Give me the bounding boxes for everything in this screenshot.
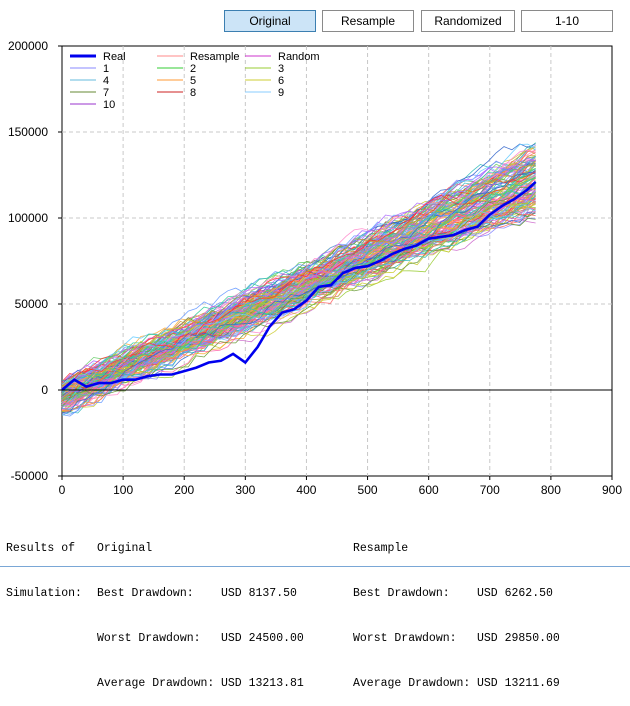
results-heading-line1: Results of (6, 542, 76, 555)
legend-label: 3 (278, 63, 284, 75)
simulation-line (61, 196, 536, 405)
x-tick-label: 100 (113, 483, 133, 497)
resample-best-label: Best Drawdown: (353, 587, 450, 600)
original-best-label: Best Drawdown: (97, 587, 194, 600)
simulation-line (61, 157, 536, 408)
results-heading: Results of Simulation: (6, 511, 82, 616)
results-heading-line2: Simulation: (6, 587, 82, 600)
chart-axes: 0 100 200 300 400 500 600 700 800 900200000150000… (8, 39, 622, 497)
x-tick-label: 800 (541, 483, 561, 497)
simulation-line (61, 180, 536, 391)
x-tick-label: 700 (480, 483, 500, 497)
tab-1-10[interactable]: 1-10 (521, 10, 613, 32)
legend-label: 10 (103, 99, 115, 111)
resample-worst-value: USD 29850.00 (477, 632, 560, 645)
legend-label: Random (278, 51, 320, 63)
legend-label: 7 (103, 87, 109, 99)
tab-original[interactable]: Original (224, 10, 316, 32)
legend-label: 2 (190, 63, 196, 75)
simulation-line (61, 190, 536, 388)
chart-grid (61, 45, 613, 477)
original-results: Original Best Drawdown: USD 8137.50 Worst… (97, 511, 304, 706)
legend-label: 6 (278, 75, 284, 87)
legend-label: 5 (190, 75, 196, 87)
real-series-line (61, 180, 537, 391)
x-tick-label: 600 (419, 483, 439, 497)
y-tick-label: 0 (41, 383, 48, 397)
legend-label: Real (103, 51, 126, 63)
simulation-line (61, 157, 536, 398)
legend-label: 4 (103, 75, 109, 87)
original-avg-value: USD 13213.81 (221, 677, 304, 690)
simulation-line (61, 149, 536, 389)
x-tick-label: 500 (358, 483, 378, 497)
resample-best-value: USD 6262.50 (477, 587, 553, 600)
x-tick-label: 200 (174, 483, 194, 497)
simulation-line (61, 159, 536, 411)
x-tick-label: 0 (59, 483, 66, 497)
simulation-line (61, 160, 536, 388)
y-tick-label: 150000 (8, 125, 48, 139)
chart-legend: Real Resample Random 1 2 3 4 5 6 7 8 9 10 (70, 51, 320, 111)
bottom-border (0, 566, 630, 567)
simulation-line (61, 160, 536, 403)
original-avg-label: Average Drawdown: (97, 677, 215, 690)
simulation-line (61, 171, 536, 414)
original-title: Original (97, 542, 153, 555)
resample-title: Resample (353, 542, 409, 555)
resample-results: Resample Best Drawdown: USD 6262.50 Worst… (353, 511, 560, 706)
simulation-line (61, 167, 536, 385)
y-tick-label: 200000 (8, 39, 48, 53)
x-tick-label: 400 (296, 483, 316, 497)
simulation-line (61, 202, 536, 396)
resample-worst-label: Worst Drawdown: (353, 632, 457, 645)
simulation-chart: 0 100 200 300 400 500 600 700 800 900200000150000… (8, 39, 622, 497)
resample-avg-value: USD 13211.69 (477, 677, 560, 690)
legend-label: 1 (103, 63, 109, 75)
simulation-line (61, 171, 536, 389)
legend-label: Resample (190, 51, 240, 63)
x-tick-label: 900 (602, 483, 622, 497)
y-tick-label: -50000 (11, 469, 49, 483)
resample-avg-label: Average Drawdown: (353, 677, 471, 690)
x-tick-label: 300 (235, 483, 255, 497)
y-tick-label: 50000 (15, 297, 49, 311)
tab-randomized[interactable]: Randomized (421, 10, 515, 32)
original-worst-value: USD 24500.00 (221, 632, 304, 645)
tab-resample[interactable]: Resample (322, 10, 414, 32)
simulation-line (61, 178, 536, 405)
y-tick-label: 100000 (8, 211, 48, 225)
simulation-line (61, 175, 536, 403)
simulation-line (61, 191, 536, 387)
legend-label: 8 (190, 87, 196, 99)
original-best-value: USD 8137.50 (221, 587, 297, 600)
real-series (61, 180, 537, 391)
legend-label: 9 (278, 87, 284, 99)
original-worst-label: Worst Drawdown: (97, 632, 201, 645)
